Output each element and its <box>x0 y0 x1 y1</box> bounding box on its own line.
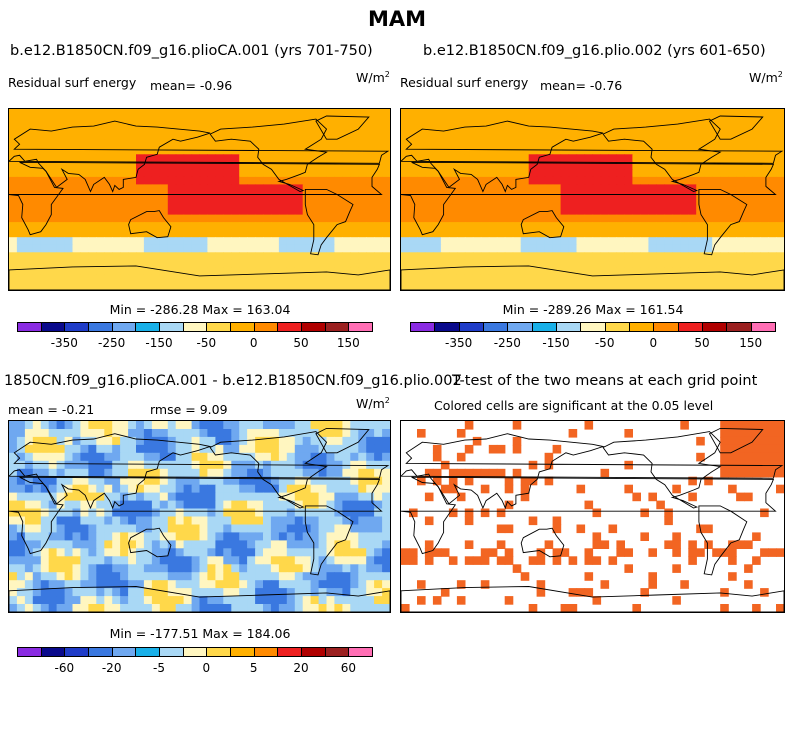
colorbar-swatch <box>410 322 436 332</box>
panel3-map <box>8 420 391 613</box>
panel1-map <box>8 108 391 291</box>
colorbar-swatch <box>64 322 89 332</box>
panel4-title: T-test of the two means at each grid poi… <box>452 373 758 389</box>
colorbar-swatch <box>629 322 655 332</box>
colorbar-swatch <box>182 322 208 332</box>
colorbar-swatch <box>653 322 679 332</box>
colorbar-tick-label: -50 <box>594 336 615 350</box>
panel2-colorbar: -350 -250 -150 -50 0 50 150 <box>410 322 776 356</box>
colorbar-swatch <box>159 322 184 332</box>
panel2-title: b.e12.B1850CN.f09_g16.plio.002 (yrs 601-… <box>423 43 766 59</box>
colorbar-swatch <box>206 322 231 332</box>
colorbar-swatch <box>206 647 231 657</box>
panel2-units: W/m2 <box>749 70 783 86</box>
panel3-minmax: Min = -177.51 Max = 184.06 <box>109 626 291 641</box>
colorbar-swatch <box>40 322 66 332</box>
panel1-title: b.e12.B1850CN.f09_g16.plioCA.001 (yrs 70… <box>10 43 373 59</box>
colorbar-swatch <box>64 647 89 657</box>
colorbar-tick-label: 20 <box>293 661 309 675</box>
panel1-colorbar: -350 -250 -150 -50 0 50 150 <box>17 322 373 356</box>
colorbar-swatch <box>277 322 302 332</box>
colorbar-tick-label: 0 <box>202 661 211 675</box>
colorbar-tick-label: -150 <box>145 336 173 350</box>
colorbar-swatch <box>750 322 776 332</box>
colorbar-swatch <box>253 647 279 657</box>
colorbar-tick-label: -350 <box>445 336 473 350</box>
colorbar-tick-label: -20 <box>101 661 122 675</box>
colorbar-swatch <box>182 647 208 657</box>
panel2-variable: Residual surf energy <box>400 75 529 90</box>
colorbar-swatch <box>159 647 184 657</box>
colorbar-swatch <box>531 322 557 332</box>
colorbar-tick-label: 150 <box>336 336 360 350</box>
colorbar-swatch <box>483 322 509 332</box>
panel1-variable: Residual surf energy <box>8 75 137 90</box>
colorbar-swatch <box>253 322 279 332</box>
panel1-minmax: Min = -286.28 Max = 163.04 <box>109 302 291 317</box>
colorbar-swatch <box>324 322 350 332</box>
colorbar-tick-label: -250 <box>98 336 126 350</box>
colorbar-tick-label: 0 <box>249 336 258 350</box>
panel3-rmse: rmse = 9.09 <box>150 402 228 417</box>
colorbar-swatch <box>702 322 728 332</box>
colorbar-swatch <box>40 647 66 657</box>
colorbar-swatch <box>135 322 160 332</box>
colorbar-swatch <box>604 322 630 332</box>
panel3-title: 1850CN.f09_g16.plioCA.001 - b.e12.B1850C… <box>4 373 462 389</box>
colorbar-swatch <box>556 322 582 332</box>
colorbar-tick-label: 50 <box>694 336 710 350</box>
colorbar-swatch <box>434 322 460 332</box>
panel3-colorbar: -60 -20 -5 0 5 20 60 <box>17 647 373 681</box>
panel4-subtitle: Colored cells are significant at the 0.0… <box>434 398 714 413</box>
colorbar-swatch <box>277 647 302 657</box>
colorbar-tick-label: 50 <box>293 336 309 350</box>
colorbar-swatch <box>324 647 350 657</box>
colorbar-swatch <box>17 647 42 657</box>
colorbar-swatch <box>580 322 606 332</box>
colorbar-swatch <box>348 322 373 332</box>
colorbar-swatch <box>301 647 326 657</box>
colorbar-tick-label: 0 <box>649 336 658 350</box>
panel1-units: W/m2 <box>356 70 390 86</box>
panel2-mean: mean= -0.76 <box>540 78 623 93</box>
colorbar-tick-label: 60 <box>340 661 356 675</box>
figure-title: MAM <box>367 7 427 31</box>
colorbar-tick-label: -60 <box>54 661 75 675</box>
colorbar-tick-label: 5 <box>249 661 258 675</box>
colorbar-tick-label: -350 <box>50 336 78 350</box>
colorbar-swatch <box>677 322 703 332</box>
colorbar-swatch <box>111 322 137 332</box>
colorbar-swatch <box>507 322 533 332</box>
colorbar-tick-label: -250 <box>493 336 521 350</box>
colorbar-swatch <box>17 322 42 332</box>
colorbar-tick-label: -50 <box>196 336 217 350</box>
colorbar-swatch <box>301 322 326 332</box>
colorbar-tick-label: -150 <box>542 336 570 350</box>
colorbar-swatch <box>348 647 373 657</box>
colorbar-tick-label: 150 <box>739 336 763 350</box>
colorbar-swatch <box>726 322 752 332</box>
colorbar-swatch <box>230 322 255 332</box>
colorbar-swatch <box>135 647 160 657</box>
colorbar-swatch <box>111 647 137 657</box>
colorbar-swatch <box>88 647 113 657</box>
panel3-mean: mean = -0.21 <box>8 402 95 417</box>
panel2-map <box>400 108 785 291</box>
panel3-units: W/m2 <box>356 396 390 412</box>
colorbar-swatch <box>88 322 113 332</box>
panel4-map <box>400 420 785 613</box>
colorbar-swatch <box>230 647 255 657</box>
colorbar-tick-label: -5 <box>153 661 165 675</box>
panel2-minmax: Min = -289.26 Max = 161.54 <box>502 302 684 317</box>
colorbar-swatch <box>458 322 484 332</box>
panel1-mean: mean= -0.96 <box>150 78 233 93</box>
